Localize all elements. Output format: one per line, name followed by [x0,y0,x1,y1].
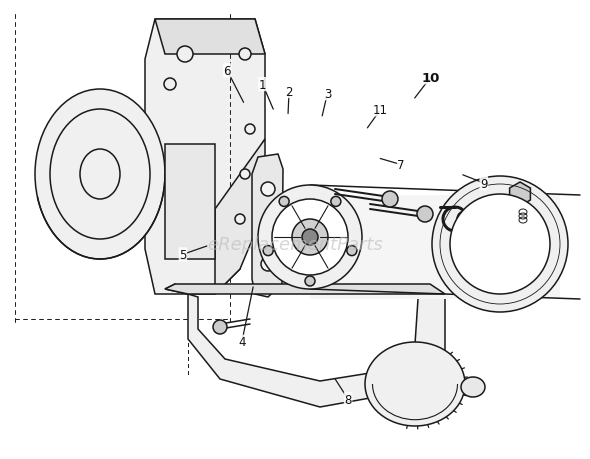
Polygon shape [155,20,265,55]
Polygon shape [165,145,215,259]
Circle shape [279,197,289,207]
Circle shape [164,79,176,91]
Text: 4: 4 [238,336,245,348]
Circle shape [292,219,328,256]
Circle shape [347,246,357,256]
Circle shape [302,230,318,246]
Circle shape [272,200,348,275]
Text: 10: 10 [421,72,440,84]
Text: eReplacementParts: eReplacementParts [207,235,383,253]
Text: 8: 8 [345,393,352,406]
Circle shape [432,177,568,312]
Text: 5: 5 [179,248,186,261]
Ellipse shape [365,342,465,426]
Circle shape [245,125,255,134]
Text: 7: 7 [398,159,405,172]
Circle shape [331,197,341,207]
Polygon shape [165,285,445,294]
Text: 1: 1 [259,78,266,91]
Text: 6: 6 [224,65,231,78]
Text: 3: 3 [324,88,331,101]
Circle shape [261,257,275,271]
Polygon shape [145,20,265,294]
Circle shape [213,320,227,334]
Polygon shape [252,155,283,297]
Circle shape [261,183,275,196]
Circle shape [450,195,550,294]
Polygon shape [215,140,265,294]
Text: 11: 11 [373,104,388,117]
Ellipse shape [35,90,165,259]
Circle shape [240,170,250,179]
Ellipse shape [461,377,485,397]
Circle shape [177,47,193,63]
Polygon shape [510,183,530,207]
Circle shape [263,246,273,256]
Text: 9: 9 [480,177,487,190]
Circle shape [417,207,433,223]
Polygon shape [165,285,445,407]
Circle shape [382,191,398,207]
Circle shape [457,212,473,228]
Circle shape [239,49,251,61]
Circle shape [235,214,245,224]
Circle shape [261,218,275,231]
Circle shape [305,276,315,286]
Text: 2: 2 [286,85,293,98]
Circle shape [258,185,362,289]
Bar [310,196,560,299]
